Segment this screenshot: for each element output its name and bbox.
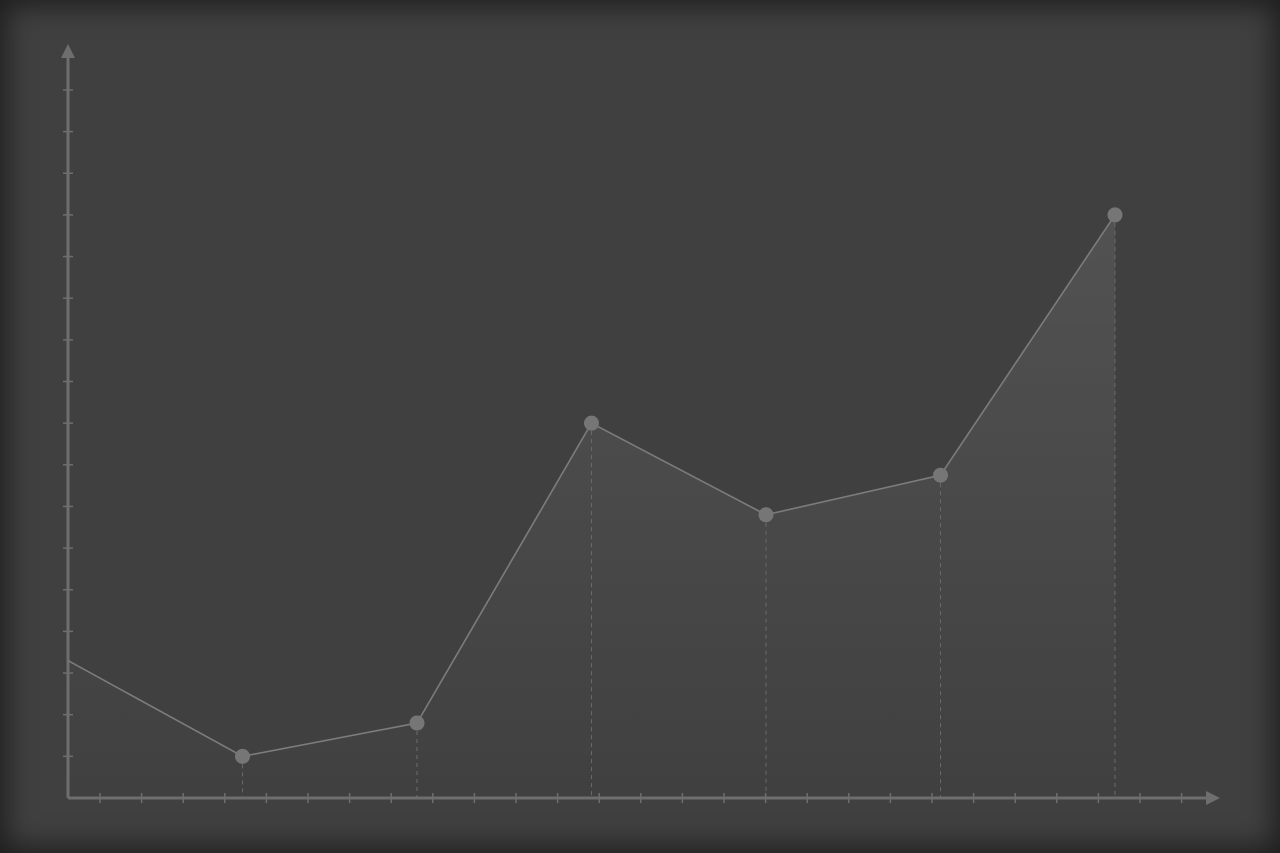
axes-layer (61, 44, 1220, 805)
data-point-marker (409, 715, 425, 731)
data-point-marker (584, 415, 599, 431)
data-point-marker (235, 748, 250, 764)
x-axis-arrow (1206, 791, 1220, 805)
drop-lines-layer (242, 214, 1116, 798)
data-point-marker (933, 467, 948, 483)
markers-layer (235, 207, 1123, 764)
y-axis-arrow (61, 44, 75, 58)
data-point-marker (758, 507, 774, 523)
data-point-marker (1107, 207, 1123, 223)
